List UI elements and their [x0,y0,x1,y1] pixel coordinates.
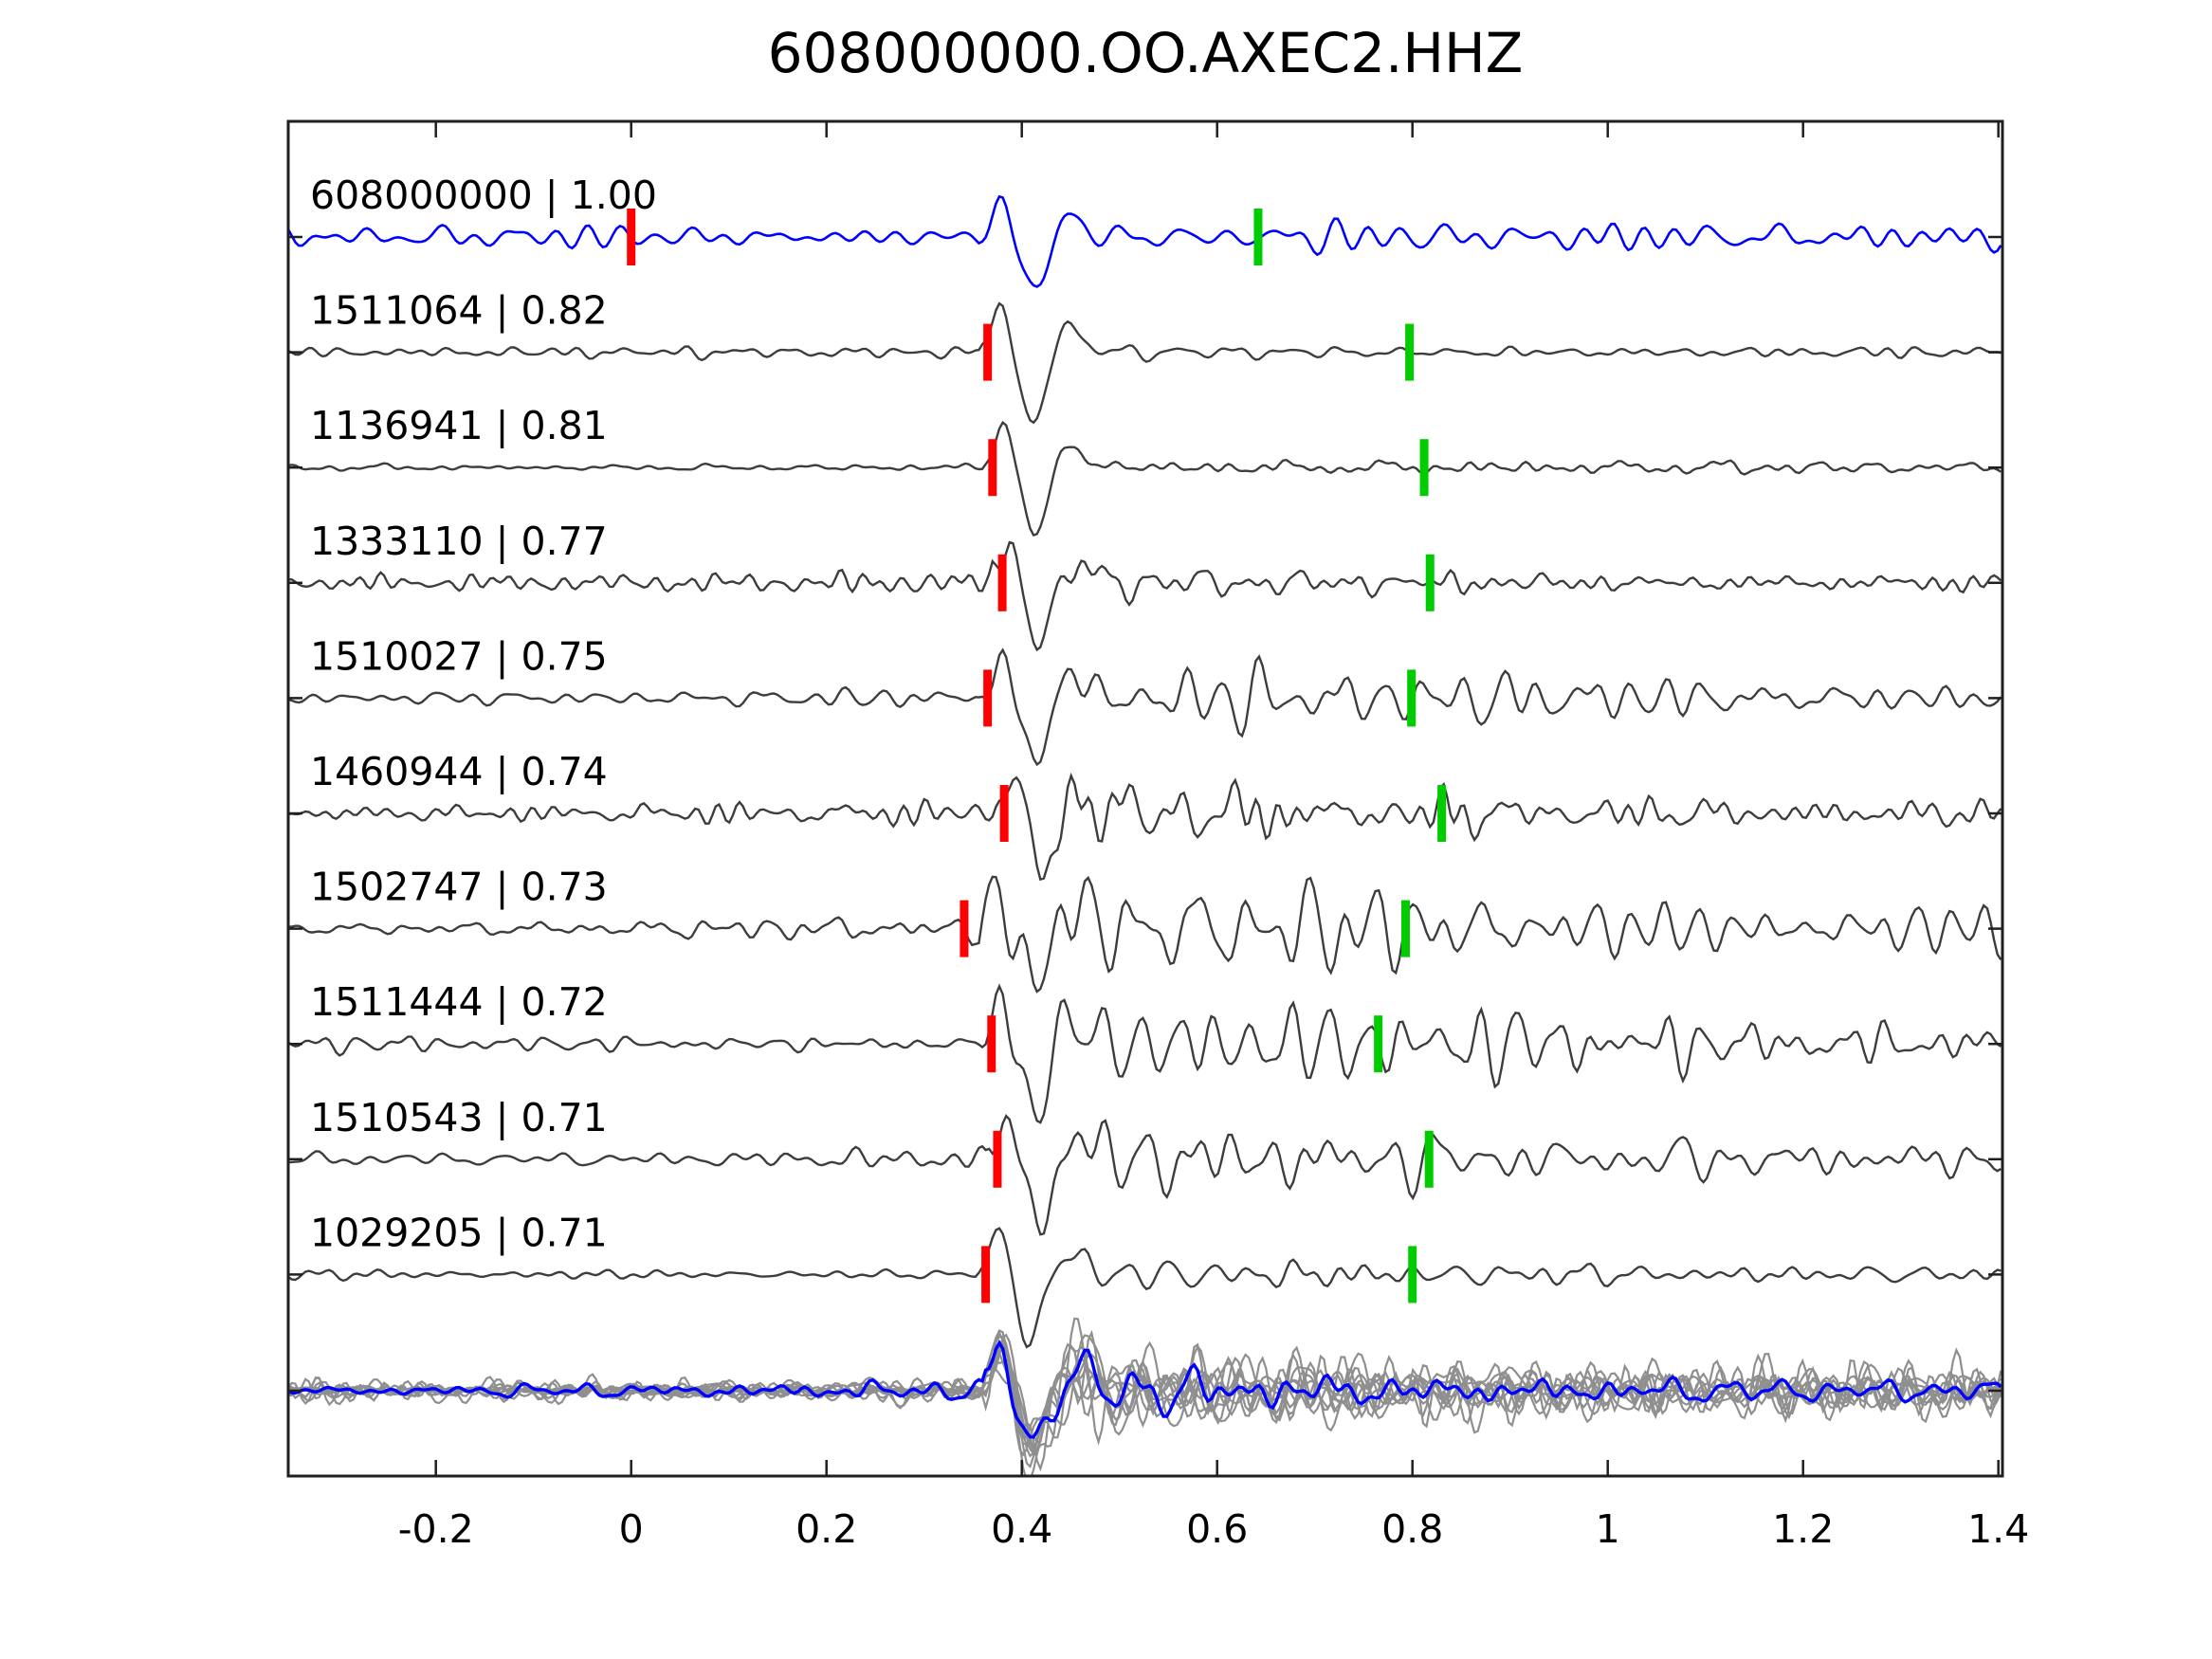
detection-trace [288,540,2002,652]
trace-label: 1510543 | 0.71 [310,1095,608,1140]
plot-border [286,119,2004,1478]
template-trace [288,194,2002,288]
x-tick-label: 0.4 [991,1506,1052,1552]
green-pick-marker [1437,785,1447,842]
x-tick-label: 1 [1596,1506,1620,1552]
detection-trace [288,875,2002,994]
trace-label: 1460944 | 0.74 [310,749,608,794]
red-pick-marker [960,900,969,957]
red-pick-marker [993,1130,1002,1188]
x-tick-label: 0.2 [795,1506,857,1552]
green-pick-marker [1407,669,1417,727]
red-pick-marker [983,669,993,727]
stack-member-trace [288,1329,2002,1446]
detection-trace [288,1227,2002,1349]
x-tick-label: 1.2 [1772,1506,1834,1552]
red-pick-marker [997,554,1007,611]
red-pick-marker [988,439,997,497]
trace-label: 1510027 | 0.75 [310,633,608,679]
green-pick-marker [1400,900,1410,957]
red-pick-marker [981,1246,991,1304]
green-pick-marker [1253,209,1263,265]
trace-label: 1029205 | 0.71 [310,1210,608,1255]
stack-member-trace [288,1340,2002,1456]
green-pick-marker [1424,1130,1434,1188]
green-pick-marker [1374,1015,1383,1073]
trace-label: 1136941 | 0.81 [310,403,608,448]
detection-trace [288,772,2002,882]
x-tick-label: -0.2 [398,1506,474,1552]
green-pick-marker [1405,323,1415,381]
red-pick-marker [627,209,636,265]
detection-trace [288,983,2002,1124]
green-pick-marker [1419,439,1429,497]
detection-trace [288,301,2002,425]
x-tick-label: 0.6 [1186,1506,1248,1552]
detection-trace [288,420,2002,537]
trace-label: 1511064 | 0.82 [310,288,608,334]
trace-label: 1333110 | 0.77 [310,519,608,564]
red-pick-marker [987,1015,996,1073]
red-pick-marker [983,323,993,381]
x-tick-label: 0.8 [1381,1506,1443,1552]
x-tick-label: 1.4 [1967,1506,2029,1552]
plot-area [288,194,2002,1476]
stack-trace [288,1340,2002,1439]
trace-label: 608000000 | 1.00 [310,173,657,218]
figure-title: 608000000.OO.AXEC2.HHZ [767,21,1524,85]
red-pick-marker [999,785,1009,842]
green-pick-marker [1408,1246,1417,1304]
detection-trace [288,647,2002,767]
x-tick-label: 0 [619,1506,644,1552]
detection-trace [288,1113,2002,1236]
trace-label: 1502747 | 0.73 [310,865,608,910]
trace-label: 1511444 | 0.72 [310,979,608,1025]
green-pick-marker [1425,554,1435,611]
